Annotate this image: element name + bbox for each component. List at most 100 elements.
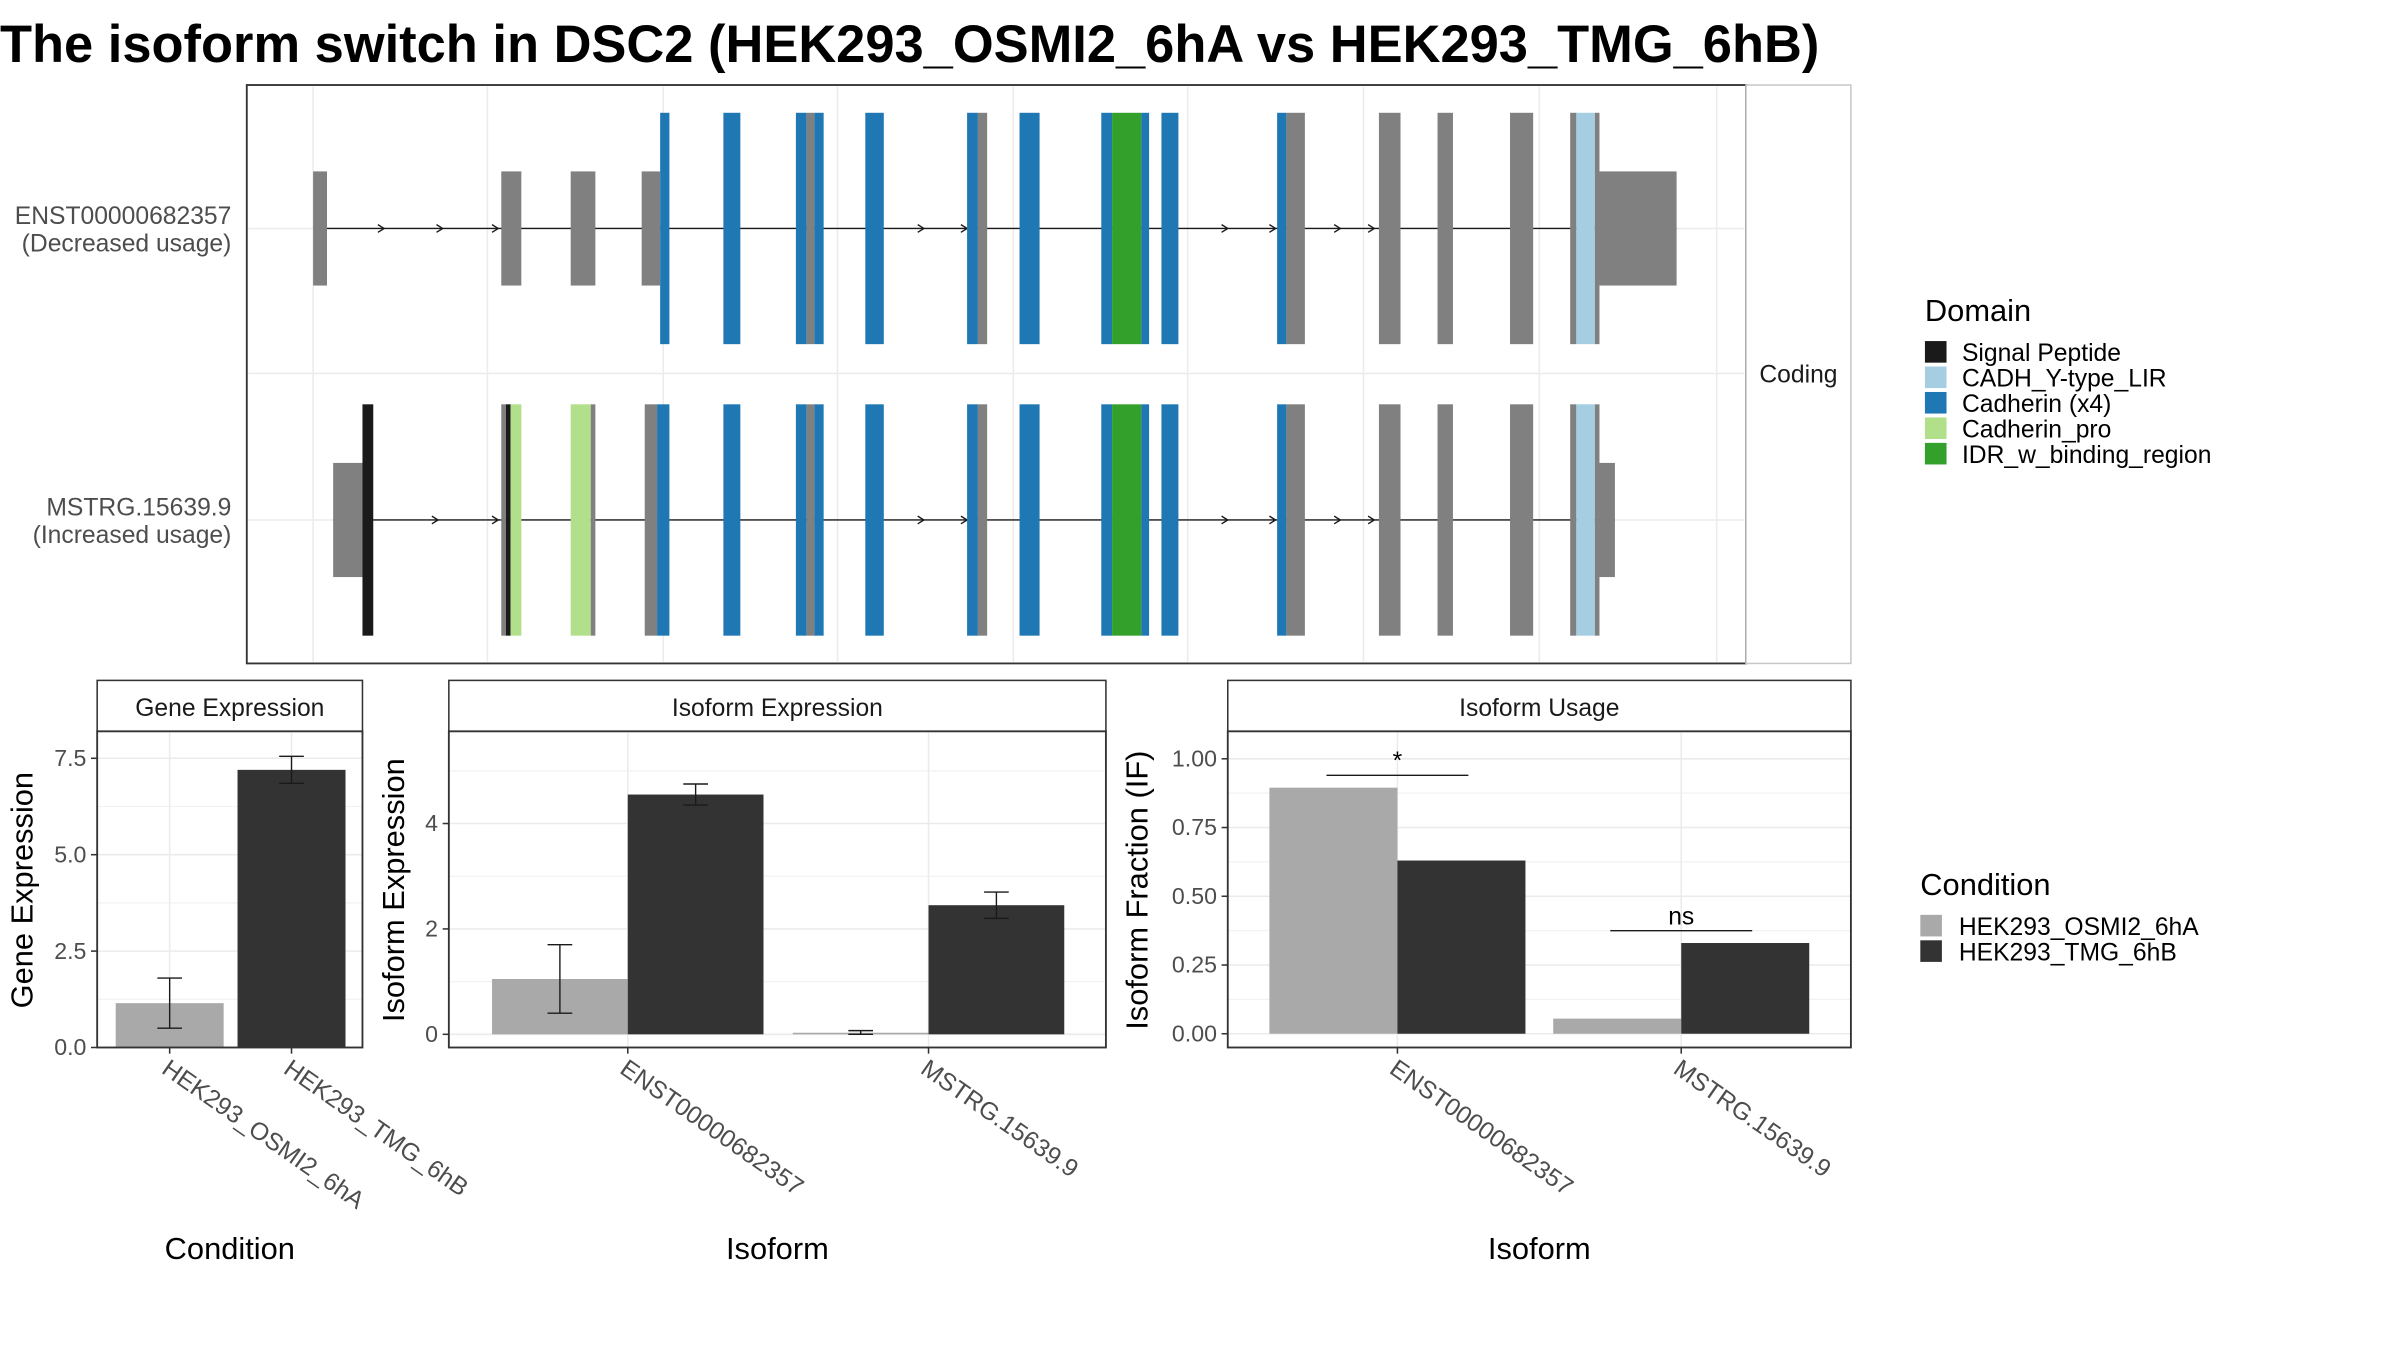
gene-plot-ytick-label-1: 2.5 — [54, 938, 86, 964]
exon-1-19 — [1378, 112, 1401, 345]
intron-arrow-1-2 — [491, 224, 500, 233]
isoexp-plot-bar-1-0 — [627, 794, 764, 1035]
exon-1-20 — [1437, 112, 1453, 345]
intron-arrow-1-1 — [436, 224, 444, 233]
domain-legend-title: Domain — [1925, 293, 2031, 328]
exon-2-1 — [362, 404, 374, 636]
exon-2-23 — [1378, 404, 1401, 636]
gene-plot-xtick-label-0: HEK293_OSMI2_6hA — [157, 1055, 369, 1215]
isoexp-plot-ytick-label-1: 2 — [425, 916, 438, 942]
gene-expression-border — [96, 730, 364, 1049]
exon-1-18 — [1286, 112, 1305, 345]
exon-1-9 — [865, 112, 884, 345]
isoform-usage-1: (Decreased usage) — [22, 231, 232, 258]
exon-2-19 — [1141, 404, 1150, 636]
exon-2-15 — [977, 404, 988, 636]
condition-legend-key-cond_b — [1920, 940, 1942, 962]
domain-legend-label-cadh_lir: CADH_Y-type_LIR — [1962, 366, 2167, 393]
isoform-usage-border — [1226, 730, 1852, 1049]
exon-2-20 — [1161, 404, 1179, 636]
exon-2-25 — [1510, 404, 1534, 636]
intron-arrow-2-7 — [1367, 515, 1376, 525]
isoform-label-2: MSTRG.15639.9 — [46, 494, 231, 521]
usage-plot-ytick-label-3: 0.75 — [1172, 814, 1217, 840]
exon-2-0 — [333, 462, 363, 578]
usage-plot-bar-1-0 — [1397, 860, 1526, 1034]
isoform-usage-2: (Increased usage) — [33, 522, 232, 549]
isoform-usage-xlabel: Isoform — [1488, 1231, 1591, 1266]
exon-2-4 — [510, 404, 522, 636]
isoform-label-1: ENST00000682357 — [15, 203, 232, 230]
condition-legend-key-cond_a — [1920, 914, 1942, 937]
domain-legend-label-signal_peptide: Signal Peptide — [1962, 340, 2121, 367]
exon-2-8 — [657, 404, 670, 636]
exon-2-22 — [1286, 404, 1305, 636]
usage-plot-ytick-label-4: 1.00 — [1172, 746, 1217, 772]
exon-2-7 — [644, 404, 658, 636]
exon-1-21 — [1510, 112, 1534, 345]
usage-plot-sig-label-0: * — [1393, 748, 1403, 775]
isoform-usage-strip — [1226, 679, 1852, 733]
intron-arrow-1-3 — [917, 224, 926, 233]
domain-legend-key-cadh_lir — [1924, 366, 1947, 389]
isoexp-plot-xtick-label-1: MSTRG.15639.9 — [916, 1055, 1083, 1183]
usage-plot-bar-0-0 — [1269, 787, 1398, 1034]
gene-plot-ytick-label-2: 5.0 — [54, 841, 86, 867]
exon-2-18 — [1112, 404, 1142, 636]
intron-arrow-1-0 — [377, 224, 386, 233]
exon-1-1 — [501, 171, 522, 286]
exon-1-6 — [795, 112, 807, 345]
domain-legend-key-cadherin_pro — [1924, 417, 1947, 440]
exon-2-27 — [1576, 404, 1595, 636]
isoexp-plot-ytick-label-0: 0 — [425, 1021, 438, 1047]
usage-plot-ytick-label-0: 0.00 — [1172, 1020, 1217, 1046]
domain-legend-key-signal_peptide — [1924, 341, 1947, 363]
exon-2-16 — [1019, 404, 1040, 636]
domain-legend-label-cadherin_pro: Cadherin_pro — [1962, 416, 2111, 443]
exon-2-2 — [501, 404, 506, 636]
gene-plot-bar-1-1 — [237, 769, 346, 1048]
exon-2-13 — [865, 404, 884, 636]
domain-legend-key-idr — [1924, 442, 1947, 465]
exon-1-24 — [1594, 112, 1600, 345]
intron-arrow-1-7 — [1333, 224, 1342, 233]
exon-2-9 — [723, 404, 741, 636]
intron-arrow-2-0 — [431, 515, 440, 525]
exon-1-14 — [1112, 112, 1142, 345]
exon-1-15 — [1141, 112, 1150, 345]
intron-arrow-2-6 — [1333, 515, 1342, 525]
condition-legend-label-cond_a: HEK293_OSMI2_6hA — [1959, 914, 2199, 941]
exon-1-0 — [313, 171, 327, 286]
gene-expression-xlabel: Condition — [165, 1231, 295, 1266]
exon-2-11 — [806, 404, 815, 636]
isoform-usage-panel: Isoform Usage 0.00 0.25 0.50 0.75 1.00 ENST00… — [1120, 679, 1852, 1266]
isoform-expression-ylabel: Isoform Expression — [376, 758, 411, 1022]
exon-1-10 — [967, 112, 978, 345]
intron-arrow-2-4 — [1221, 515, 1230, 525]
usage-plot-ytick-label-2: 0.50 — [1172, 883, 1217, 909]
exon-2-24 — [1437, 404, 1453, 636]
exon-2-29 — [1599, 462, 1615, 578]
strip-coding-label: Coding — [1759, 362, 1837, 389]
isoform-usage-strip-label: Isoform Usage — [1459, 695, 1619, 722]
isoform-usage-ylabel: Isoform Fraction (IF) — [1120, 751, 1155, 1030]
intron-arrow-1-8 — [1367, 224, 1376, 233]
exon-1-23 — [1576, 112, 1595, 345]
isoform-expression-panel: Isoform Expression 0 2 4 ENST00000682357 MST… — [376, 679, 1107, 1266]
gene-expression-strip — [96, 679, 364, 733]
intron-arrow-2-1 — [491, 515, 500, 525]
exon-2-26 — [1570, 404, 1577, 636]
isoform-expression-strip-label: Isoform Expression — [672, 695, 883, 722]
usage-plot-bar-1-1 — [1681, 943, 1810, 1034]
exon-1-3 — [641, 171, 661, 286]
usage-plot-bar-0-1 — [1553, 1018, 1682, 1034]
exon-1-25 — [1599, 171, 1677, 286]
exon-1-2 — [570, 171, 596, 286]
exon-1-12 — [1019, 112, 1040, 345]
intron-arrow-2-2 — [917, 515, 926, 525]
usage-plot-xtick-label-0: ENST00000682357 — [1385, 1055, 1578, 1201]
isoexp-plot-bar-1-1 — [928, 905, 1065, 1035]
exon-1-7 — [806, 112, 815, 345]
